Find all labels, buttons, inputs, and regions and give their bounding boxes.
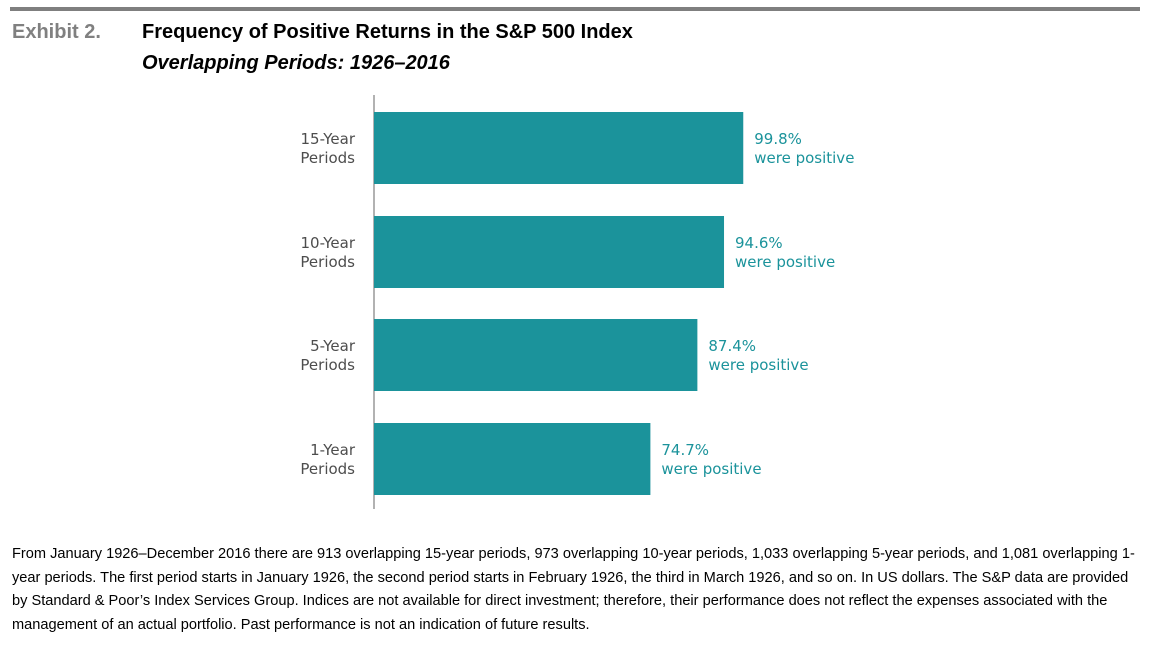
chart-title: Frequency of Positive Returns in the S&P… [142,21,633,43]
value-label-1: 94.6% were positive [735,234,835,271]
value-label-0: 99.8% were positive [754,130,854,167]
bar-3 [374,423,651,495]
category-label-3: 1-Year Periods [300,441,355,478]
bar-0 [374,112,744,184]
category-label-0: 15-Year Periods [300,130,355,167]
top-rule [10,7,1140,11]
bars-group: 15-Year Periods 99.8% were positive 10-Year P… [300,112,854,495]
bar-2 [374,319,698,391]
bar-1 [374,216,725,288]
chart-subtitle: Overlapping Periods: 1926–2016 [142,52,450,74]
category-label-1: 10-Year Periods [300,234,355,271]
bar-chart: 15-Year Periods 99.8% were positive 10-Year P… [300,95,854,509]
value-label-2: 87.4% were positive [708,337,808,374]
category-label-2: 5-Year Periods [300,337,355,374]
exhibit-number: Exhibit 2. [12,21,101,43]
footnote: From January 1926–December 2016 there ar… [12,546,1135,633]
value-label-3: 74.7% were positive [661,441,761,478]
